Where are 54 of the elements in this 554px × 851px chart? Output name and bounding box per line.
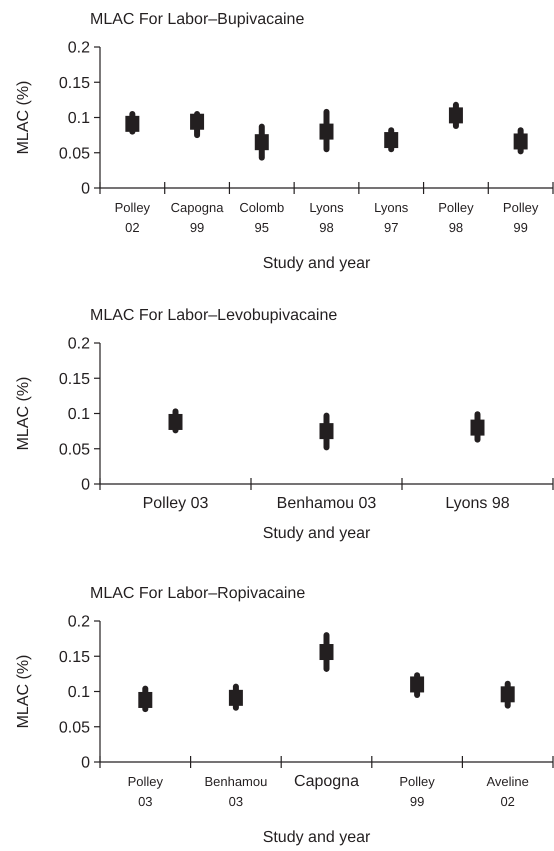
y-axis-title: MLAC (%) — [15, 80, 32, 154]
point — [320, 644, 334, 660]
x-tick-label: Capogna 99 — [170, 200, 224, 235]
x-tick-label: Polley 03 — [128, 774, 164, 809]
y-tick-label: 0.1 — [68, 110, 90, 128]
point — [410, 676, 424, 692]
chart-title: MLAC For Labor–Bupivacaine — [90, 11, 304, 28]
x-tick-label: Polley 99 — [399, 774, 436, 809]
x-tick-label: Lyons 98 — [445, 495, 510, 512]
x-axis-title: Study and year — [262, 255, 371, 272]
y-tick-label: 0.2 — [68, 336, 90, 353]
point — [254, 134, 269, 150]
point — [168, 414, 182, 430]
y-tick-label: 0 — [81, 754, 90, 772]
chart-title: MLAC For Labor–Ropivacaine — [90, 585, 306, 602]
x-axis-title: Study and year — [262, 525, 371, 542]
x-tick-label: Polley 99 — [502, 200, 539, 235]
y-tick-label: 0.1 — [68, 406, 90, 424]
point — [514, 133, 528, 150]
x-tick-label: Polley 03 — [142, 495, 209, 512]
y-axis-title: MLAC (%) — [15, 654, 32, 728]
point — [125, 116, 140, 132]
y-tick-label: 0.05 — [58, 441, 90, 458]
y-tick-label: 0.05 — [58, 145, 90, 162]
x-tick-label: Lyons 98 — [309, 200, 344, 235]
y-tick-label: 0.2 — [68, 614, 90, 631]
x-axis-title: Study and year — [262, 829, 371, 846]
y-tick-label: 0.05 — [58, 719, 90, 736]
point — [500, 686, 515, 702]
point — [190, 114, 204, 130]
y-tick-label: 0.2 — [68, 40, 90, 57]
point — [384, 132, 398, 148]
y-axis-title: MLAC (%) — [15, 376, 32, 450]
point — [470, 420, 484, 436]
y-tick-label: 0.1 — [68, 684, 90, 702]
x-tick-label: Polley 98 — [438, 200, 474, 235]
point — [320, 124, 334, 140]
x-tick-label: Aveline 02 — [486, 774, 529, 809]
y-tick-label: 0.15 — [58, 74, 90, 92]
point — [320, 423, 334, 440]
point — [228, 690, 243, 706]
point — [448, 107, 463, 124]
chart-title: MLAC For Labor–Levobupivacaine — [90, 307, 338, 324]
point — [138, 692, 152, 708]
y-tick-label: 0 — [81, 476, 90, 494]
x-tick-label: Benhamou 03 — [276, 495, 376, 512]
x-tick-label: Colomb 95 — [239, 200, 284, 235]
x-tick-label: Capogna — [294, 773, 360, 790]
x-tick-label: Lyons 97 — [374, 200, 409, 235]
x-tick-label: Polley 02 — [114, 200, 151, 235]
y-tick-label: 0 — [81, 180, 90, 198]
y-tick-label: 0.15 — [58, 648, 90, 666]
y-tick-label: 0.15 — [58, 370, 90, 388]
x-tick-label: Benhamou 03 — [204, 774, 268, 809]
